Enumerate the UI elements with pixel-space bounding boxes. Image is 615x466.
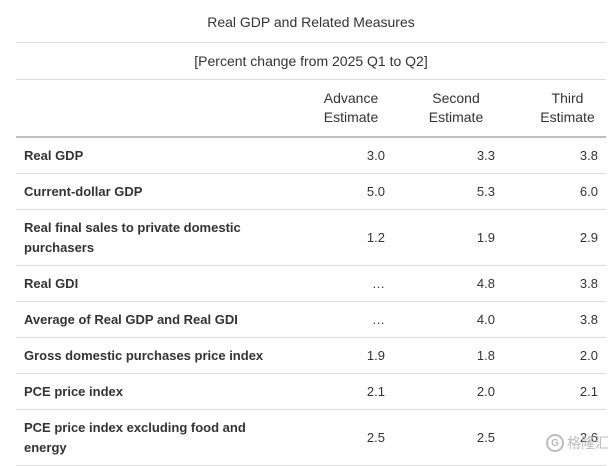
row-label: PCE price index: [16, 373, 271, 410]
second-value: 5.3: [391, 173, 501, 210]
row-label: Gross domestic purchases price index: [16, 337, 271, 374]
table-row: Gross domestic purchases price index 1.9…: [16, 337, 606, 374]
second-value: 4.0: [391, 301, 501, 338]
row-label: Real GDP: [16, 137, 271, 174]
gdp-estimates-table: Advance Estimate Second Estimate Third E…: [16, 80, 606, 466]
gdp-table-container: Real GDP and Related Measures [Percent c…: [16, 0, 606, 466]
row-label: Real GDI: [16, 265, 271, 302]
table-row: Real final sales to private domestic pur…: [16, 209, 606, 266]
second-value: 4.8: [391, 265, 501, 302]
header-measure: [16, 80, 271, 138]
second-value: 3.3: [391, 137, 501, 174]
table-header-row: Advance Estimate Second Estimate Third E…: [16, 80, 606, 138]
second-value: 2.0: [391, 373, 501, 410]
advance-value: 2.1: [271, 373, 391, 410]
table-row: Real GDP 3.0 3.3 3.8: [16, 137, 606, 174]
row-label: Current-dollar GDP: [16, 173, 271, 210]
third-value: 2.0: [501, 337, 606, 374]
advance-value: 1.9: [271, 337, 391, 374]
watermark: G 格隆汇: [546, 432, 609, 454]
header-second-estimate: Second Estimate: [391, 80, 501, 138]
gelonghui-logo-icon: G: [546, 434, 564, 452]
watermark-text: 格隆汇: [567, 435, 609, 451]
second-value: 1.9: [391, 209, 501, 266]
header-advance-estimate: Advance Estimate: [271, 80, 391, 138]
third-value: 6.0: [501, 173, 606, 210]
third-value: 3.8: [501, 265, 606, 302]
third-value: 3.8: [501, 301, 606, 338]
table-title: Real GDP and Related Measures: [16, 0, 606, 43]
row-label: Average of Real GDP and Real GDI: [16, 301, 271, 338]
advance-value: …: [271, 265, 391, 302]
advance-value: 1.2: [271, 209, 391, 266]
second-value: 1.8: [391, 337, 501, 374]
third-value: 2.1: [501, 373, 606, 410]
table-subtitle: [Percent change from 2025 Q1 to Q2]: [16, 43, 606, 80]
table-row: Average of Real GDP and Real GDI … 4.0 3…: [16, 301, 606, 338]
third-value: 2.9: [501, 209, 606, 266]
table-row: Current-dollar GDP 5.0 5.3 6.0: [16, 173, 606, 210]
second-value: 2.5: [391, 409, 501, 466]
third-value: 3.8: [501, 137, 606, 174]
advance-value: 2.5: [271, 409, 391, 466]
row-label: Real final sales to private domestic pur…: [16, 209, 271, 266]
header-third-estimate: Third Estimate: [501, 80, 606, 138]
advance-value: 5.0: [271, 173, 391, 210]
table-row: PCE price index 2.1 2.0 2.1: [16, 373, 606, 410]
table-row: PCE price index excluding food and energ…: [16, 409, 606, 466]
row-label: PCE price index excluding food and energ…: [16, 409, 271, 466]
table-row: Real GDI … 4.8 3.8: [16, 265, 606, 302]
advance-value: 3.0: [271, 137, 391, 174]
advance-value: …: [271, 301, 391, 338]
